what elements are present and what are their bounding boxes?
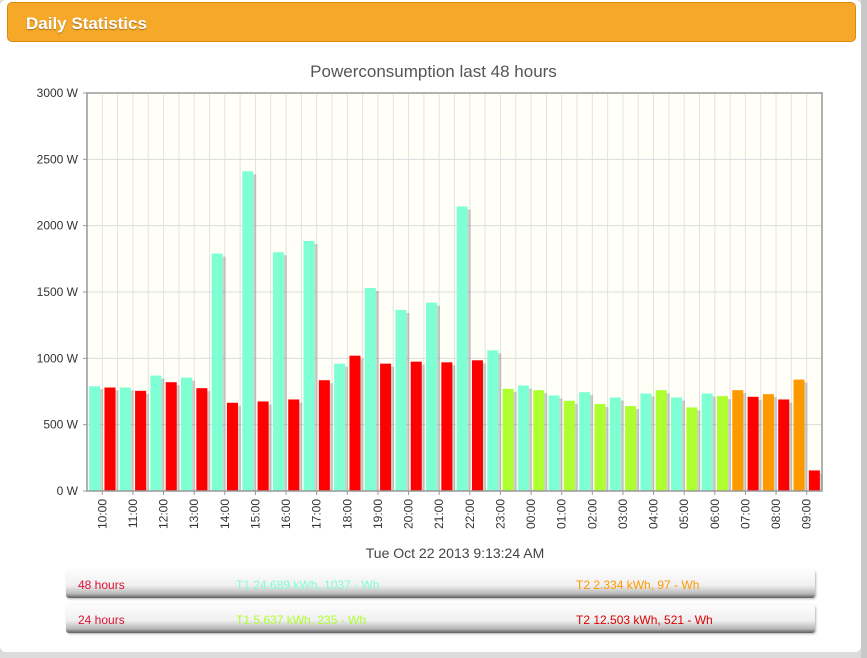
- bar: [303, 240, 315, 491]
- bar: [502, 388, 514, 491]
- bar: [762, 394, 774, 491]
- bar: [196, 388, 208, 491]
- bar: [288, 399, 300, 491]
- x-tick-label: 10:00: [95, 499, 109, 529]
- plot-border: [86, 92, 823, 492]
- x-tick-label: 05:00: [677, 499, 691, 529]
- bar: [471, 360, 483, 491]
- bar: [165, 382, 177, 491]
- summary-48h-t1: T1 24.689 kWh, 1037 - Wh: [236, 578, 380, 592]
- bar: [563, 400, 575, 491]
- bar: [640, 393, 652, 491]
- bar: [380, 363, 392, 491]
- bar: [150, 375, 162, 491]
- summary-48h-t2: T2 2.334 kWh, 97 - Wh: [576, 578, 700, 592]
- bar: [334, 363, 346, 491]
- bar: [395, 309, 407, 491]
- x-tick-label: 09:00: [800, 499, 814, 529]
- bar: [242, 171, 254, 492]
- bar: [487, 350, 499, 491]
- y-tick-label: 500 W: [43, 418, 78, 432]
- bar: [732, 390, 744, 491]
- bar: [272, 252, 284, 491]
- bar: [364, 288, 376, 491]
- bar: [778, 399, 790, 491]
- window-edge: [861, 0, 867, 658]
- bar: [181, 377, 193, 491]
- summary-24h-t2: T2 12.503 kWh, 521 - Wh: [576, 613, 713, 627]
- bar: [456, 206, 468, 491]
- bar: [410, 361, 422, 491]
- bar: [701, 393, 713, 491]
- bar: [135, 390, 147, 491]
- bar: [441, 362, 453, 491]
- x-tick-label: 18:00: [340, 499, 354, 529]
- bar: [808, 470, 820, 491]
- bar: [226, 402, 238, 491]
- bar: [257, 401, 269, 491]
- x-tick-label: 06:00: [708, 499, 722, 529]
- bar: [104, 387, 116, 491]
- panel-title: Daily Statistics: [26, 14, 147, 33]
- summary-48h-label: 48 hours: [78, 578, 125, 592]
- x-tick-label: 17:00: [310, 499, 324, 529]
- chart-title: Powerconsumption last 48 hours: [310, 62, 557, 81]
- x-tick-label: 21:00: [432, 499, 446, 529]
- x-tick-label: 04:00: [647, 499, 661, 529]
- y-tick-label: 1000 W: [37, 351, 79, 365]
- x-tick-label: 14:00: [218, 499, 232, 529]
- x-tick-label: 23:00: [493, 499, 507, 529]
- x-tick-label: 03:00: [616, 499, 630, 529]
- bar: [625, 406, 637, 491]
- bar: [211, 253, 223, 491]
- x-tick-label: 22:00: [463, 499, 477, 529]
- y-tick-label: 2500 W: [37, 152, 79, 166]
- summary-24h-t1: T1 5.637 kWh, 235 - Wh: [236, 613, 367, 627]
- chart-timestamp: Tue Oct 22 2013 9:13:24 AM: [365, 545, 545, 561]
- bar: [671, 397, 683, 491]
- x-tick-label: 19:00: [371, 499, 385, 529]
- summary-24h-label: 24 hours: [78, 613, 125, 627]
- bar: [579, 392, 591, 491]
- y-tick-label: 3000 W: [37, 86, 79, 100]
- bar: [533, 390, 545, 491]
- bar: [89, 386, 101, 491]
- x-tick-label: 20:00: [402, 499, 416, 529]
- x-tick-label: 00:00: [524, 499, 538, 529]
- bar: [655, 390, 667, 491]
- bar: [609, 397, 621, 491]
- x-tick-label: 13:00: [187, 499, 201, 529]
- x-tick-label: 16:00: [279, 499, 293, 529]
- bar: [318, 380, 330, 491]
- bar: [517, 385, 529, 491]
- bar: [747, 396, 759, 491]
- bar: [349, 355, 361, 491]
- x-tick-label: 15:00: [248, 499, 262, 529]
- x-tick-label: 01:00: [555, 499, 569, 529]
- bar: [686, 407, 698, 491]
- x-tick-label: 02:00: [585, 499, 599, 529]
- x-tick-label: 11:00: [126, 499, 140, 528]
- bar: [793, 379, 805, 491]
- y-tick-label: 1500 W: [37, 285, 79, 299]
- summary-24h-bar: 24 hours T1 5.637 kWh, 235 - Wh T2 12.50…: [66, 605, 815, 633]
- x-tick-label: 07:00: [738, 499, 752, 529]
- bar: [119, 387, 131, 491]
- y-tick-label: 2000 W: [37, 219, 79, 233]
- y-tick-label: 0 W: [57, 484, 79, 498]
- bar: [594, 404, 606, 491]
- summary-48h-bar: 48 hours T1 24.689 kWh, 1037 - Wh T2 2.3…: [66, 570, 815, 598]
- x-tick-label: 08:00: [769, 499, 783, 529]
- bar: [548, 395, 560, 491]
- bar: [426, 302, 438, 491]
- panel-header: Daily Statistics: [7, 2, 856, 42]
- bar: [716, 396, 728, 491]
- x-tick-label: 12:00: [157, 499, 171, 529]
